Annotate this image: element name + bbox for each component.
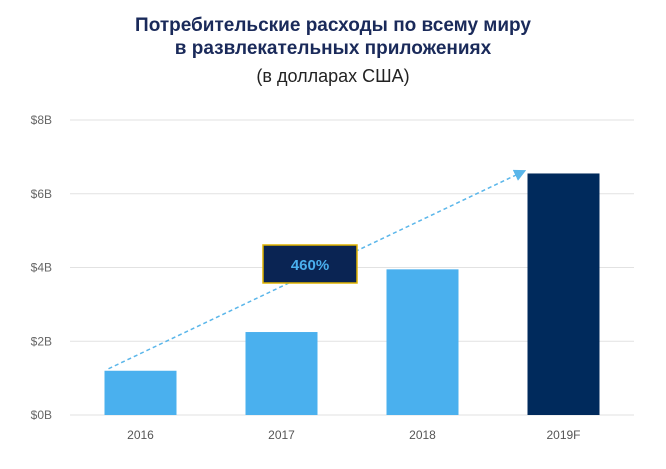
- bar-2018: [386, 269, 459, 415]
- growth-annotation: 460%: [262, 244, 358, 284]
- y-tick-label: $4B: [31, 261, 52, 275]
- bar-2016: [104, 370, 177, 415]
- chart-title-line2: в развлекательных приложениях: [174, 38, 492, 59]
- x-tick-label: 2017: [268, 428, 295, 442]
- chart-title-line1: Потребительские расходы по всему миру: [135, 15, 531, 36]
- bar-2019f: [527, 173, 600, 415]
- growth-annotation-label: 460%: [291, 257, 329, 274]
- y-tick-label: $8B: [31, 113, 52, 127]
- y-tick-label: $6B: [31, 187, 52, 201]
- y-tick-label: $0B: [31, 408, 52, 422]
- y-tick-label: $2B: [31, 334, 52, 348]
- x-tick-label: 2016: [127, 428, 154, 442]
- x-tick-label: 2018: [409, 428, 436, 442]
- chart-subtitle: (в долларах США): [256, 66, 410, 86]
- bar-2017: [245, 332, 318, 415]
- x-tick-label: 2019F: [546, 428, 580, 442]
